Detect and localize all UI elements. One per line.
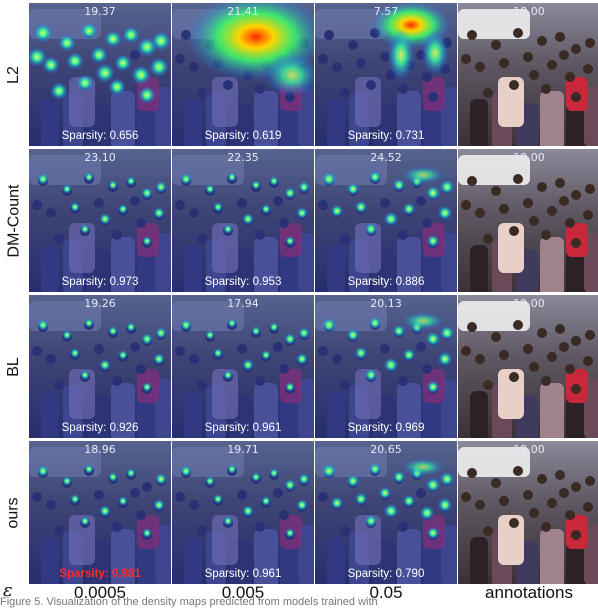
density-map-panel: 19.26 Sparsity: 0.926 <box>29 295 171 438</box>
sparsity-label: Sparsity: 0.790 <box>347 568 425 580</box>
sparsity-label: Sparsity: 0.969 <box>347 422 425 434</box>
density-map-panel: 20.65 Sparsity: 0.790 <box>315 441 457 584</box>
column-label-eps-0.0005: 0.0005 <box>74 583 126 602</box>
density-map-panel: 17.94 Sparsity: 0.961 <box>172 295 314 438</box>
density-map-panel: 21.41 Sparsity: 0.619 <box>172 3 314 146</box>
sparsity-label: Sparsity: 0.981 <box>59 568 141 580</box>
sparsity-label: Sparsity: 0.886 <box>347 276 425 288</box>
sparsity-label: Sparsity: 0.656 <box>61 130 139 142</box>
predicted-count: 24.52 <box>370 151 402 164</box>
row-label-ours: ours <box>5 496 22 529</box>
column-label-eps-0.005: 0.005 <box>221 583 265 602</box>
predicted-count: 18.96 <box>84 443 116 456</box>
predicted-count: 23.10 <box>84 151 116 164</box>
predicted-count: 19.26 <box>84 297 116 310</box>
figure-caption: Figure 5. Visualization of the density m… <box>0 596 378 608</box>
annotation-photo-panel: 19.00 <box>458 3 598 146</box>
predicted-count: 7.57 <box>373 5 399 18</box>
sparsity-label: Sparsity: 0.961 <box>204 568 282 580</box>
sparsity-label: Sparsity: 0.926 <box>61 422 139 434</box>
predicted-count: 19.37 <box>84 5 116 18</box>
annotation-photo-panel: 19.00 <box>458 295 598 438</box>
sparsity-label: Sparsity: 0.953 <box>204 276 282 288</box>
predicted-count: 21.41 <box>227 5 259 18</box>
annotation-photo-panel: 19.00 <box>458 441 598 584</box>
density-map-panel: 22.35 Sparsity: 0.953 <box>172 149 314 292</box>
predicted-count: 20.13 <box>370 297 402 310</box>
density-map-panel: 18.96 Sparsity: 0.981 <box>29 441 171 584</box>
annotation-photo-panel: 19.00 <box>458 149 598 292</box>
sparsity-label: Sparsity: 0.961 <box>204 422 282 434</box>
epsilon-symbol: ε <box>3 580 13 601</box>
predicted-count: 22.35 <box>227 151 259 164</box>
density-map-panel: 19.37 Sparsity: 0.656 <box>29 3 171 146</box>
row-label-bl: BL <box>4 356 22 377</box>
column-label-eps-0.05: 0.05 <box>369 583 403 602</box>
density-map-panel: 19.71 Sparsity: 0.961 <box>172 441 314 584</box>
annotation-count: 19.00 <box>513 443 545 456</box>
annotation-count: 19.00 <box>513 5 545 18</box>
sparsity-label: Sparsity: 0.973 <box>61 276 139 288</box>
predicted-count: 19.71 <box>227 443 259 456</box>
density-map-panel: 7.57 Sparsity: 0.731 <box>315 3 457 146</box>
density-map-panel: 23.10 Sparsity: 0.973 <box>29 149 171 292</box>
annotation-count: 19.00 <box>513 151 545 164</box>
predicted-count: 20.65 <box>370 443 402 456</box>
row-label-l2: L2 <box>4 65 22 84</box>
predicted-count: 17.94 <box>227 297 259 310</box>
annotation-count: 19.00 <box>513 297 545 310</box>
density-map-panel: 20.13 Sparsity: 0.969 <box>315 295 457 438</box>
sparsity-label: Sparsity: 0.731 <box>347 130 425 142</box>
density-map-panel: 24.52 Sparsity: 0.886 <box>315 149 457 292</box>
sparsity-label: Sparsity: 0.619 <box>204 130 282 142</box>
row-label-dm-count: DM-Count <box>5 184 22 257</box>
column-label-annotations: annotations <box>485 583 573 602</box>
